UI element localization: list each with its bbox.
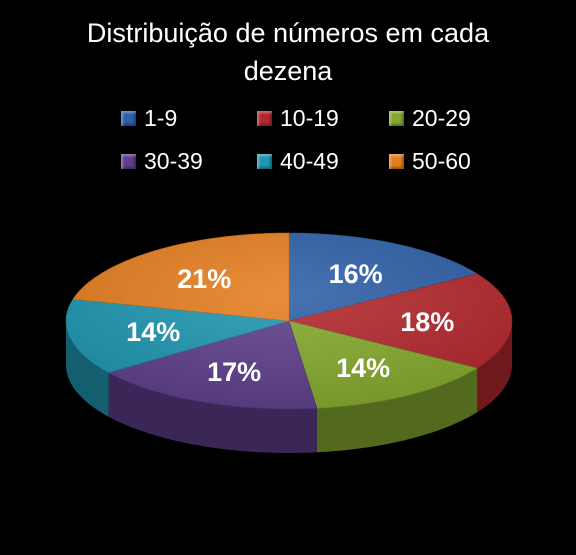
pie-sides bbox=[66, 321, 512, 453]
data-label-20-29: 14% bbox=[336, 353, 390, 383]
pie-side-30-39 bbox=[108, 372, 317, 453]
pie-top-shading bbox=[66, 233, 512, 409]
pie-data-labels: 16% 18% 14% 17% 14% 21% bbox=[126, 259, 454, 387]
pie-side-20-29 bbox=[316, 368, 478, 453]
data-label-40-49: 14% bbox=[126, 317, 180, 347]
pie-side-40-49 bbox=[66, 321, 109, 417]
pie-slices bbox=[65, 232, 513, 410]
data-label-1-9: 16% bbox=[329, 259, 383, 289]
pie-side-10-19 bbox=[477, 321, 512, 413]
data-label-30-39: 17% bbox=[207, 357, 261, 387]
chart-title-line-2: dezena bbox=[243, 56, 333, 86]
chart-title-line-1: Distribuição de números em cada bbox=[86, 18, 490, 48]
data-label-50-60: 21% bbox=[177, 264, 231, 294]
data-label-10-19: 18% bbox=[400, 307, 454, 337]
chart-title: Distribuição de números em cada dezena bbox=[0, 14, 576, 90]
